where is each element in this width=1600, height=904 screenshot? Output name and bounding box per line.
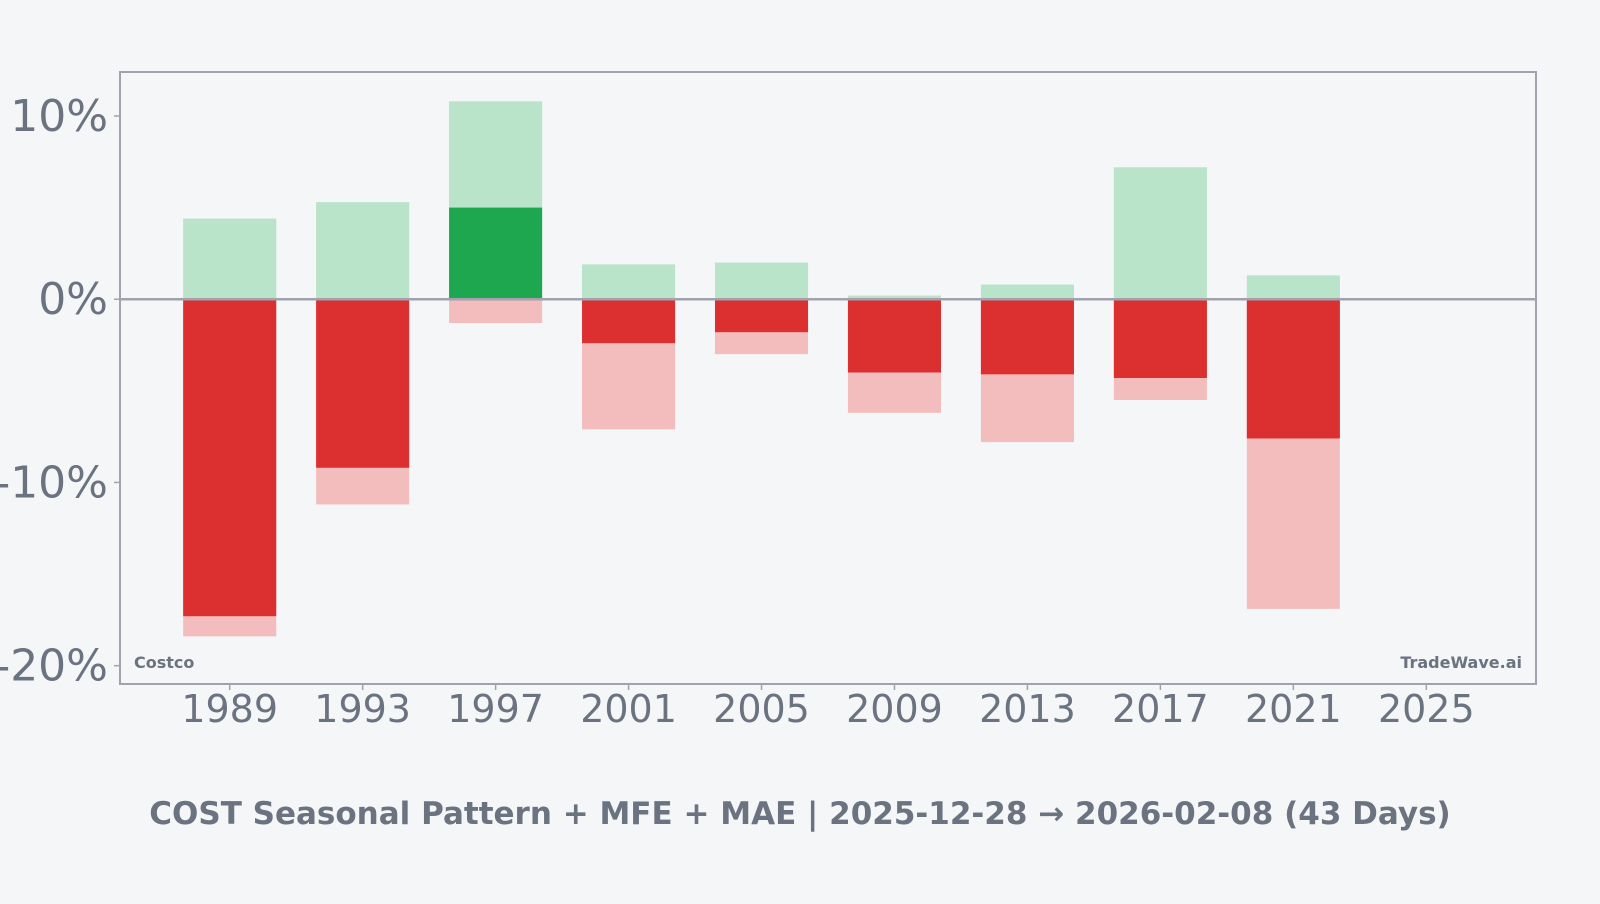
watermark-label: TradeWave.ai bbox=[1400, 653, 1522, 672]
x-tick-label: 2021 bbox=[1245, 687, 1342, 731]
y-tick-label: 0% bbox=[38, 274, 108, 325]
x-tick-label: 2017 bbox=[1112, 687, 1209, 731]
mfe-bar bbox=[714, 262, 809, 300]
chart-title: COST Seasonal Pattern + MFE + MAE | 2025… bbox=[149, 796, 1450, 832]
return-bar bbox=[714, 299, 809, 333]
bars-layer bbox=[183, 101, 1340, 637]
mfe-bar bbox=[980, 284, 1074, 300]
ticker-name-label: Costco bbox=[134, 653, 194, 672]
x-tick-label: 2005 bbox=[713, 687, 810, 731]
x-tick-label: 2013 bbox=[979, 687, 1076, 731]
mfe-bar bbox=[183, 218, 277, 300]
y-tick-label: -20% bbox=[0, 641, 108, 692]
return-bar bbox=[582, 299, 676, 344]
return-bar bbox=[1246, 299, 1340, 439]
plot-frame bbox=[119, 71, 1537, 685]
mfe-bar bbox=[1246, 275, 1340, 300]
return-bar bbox=[316, 299, 410, 468]
return-bar bbox=[980, 299, 1074, 375]
mfe-bar bbox=[847, 295, 942, 300]
mfe-bar bbox=[316, 202, 410, 300]
x-tick-label: 2001 bbox=[580, 687, 677, 731]
mae-bar bbox=[449, 299, 543, 324]
x-tick-label: 1993 bbox=[314, 687, 411, 731]
x-tick-label: 1997 bbox=[447, 687, 544, 731]
return-bar bbox=[1113, 299, 1207, 378]
y-axis: 10% 0% -10% -20% bbox=[0, 91, 120, 692]
return-bar bbox=[183, 299, 277, 617]
x-tick-label: 2025 bbox=[1378, 687, 1475, 731]
y-tick-label: -10% bbox=[0, 457, 108, 508]
y-tick-label: 10% bbox=[10, 91, 108, 142]
mfe-bar bbox=[582, 264, 676, 300]
return-bar bbox=[847, 299, 942, 373]
x-tick-label: 2009 bbox=[846, 687, 943, 731]
x-axis: 1989 1993 1997 2001 2005 2009 2013 2017 2021 2025 bbox=[181, 684, 1475, 731]
mfe-bar bbox=[1113, 167, 1207, 300]
return-bar bbox=[449, 207, 543, 300]
x-tick-label: 1989 bbox=[181, 687, 278, 731]
